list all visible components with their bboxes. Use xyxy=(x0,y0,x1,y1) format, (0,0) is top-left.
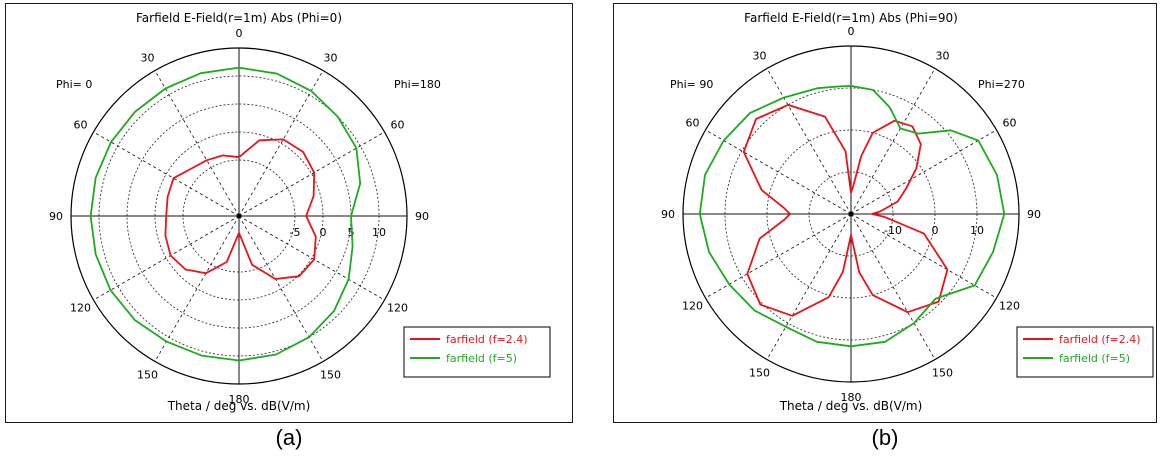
radial-tick-label: 10 xyxy=(372,226,386,239)
radial-tick-label: -5 xyxy=(290,226,301,239)
legend-label-1: farfield (f=5) xyxy=(1059,352,1130,365)
angle-tick-label: 90 xyxy=(415,210,429,223)
grid-spoke xyxy=(850,213,936,360)
angle-tick-label: 90 xyxy=(661,208,675,221)
legend-label-1: farfield (f=5) xyxy=(446,352,517,365)
center-point xyxy=(236,213,242,219)
caption-a: (a) xyxy=(275,425,303,450)
grid-spoke xyxy=(766,213,852,360)
angle-tick-label: 150 xyxy=(320,368,341,381)
angle-tick-label: 150 xyxy=(749,366,770,379)
angle-tick-label: 30 xyxy=(324,52,338,65)
angle-tick-label: 30 xyxy=(936,50,950,63)
grid-spoke xyxy=(705,129,852,215)
series-trace-0 xyxy=(164,138,317,280)
angle-tick-label: 180 xyxy=(229,393,250,406)
angle-tick-label: 120 xyxy=(387,302,408,315)
x-axis-label: Theta / deg vs. dB(V/m) xyxy=(167,399,311,413)
grid-spoke xyxy=(238,131,385,217)
angle-tick-label: 60 xyxy=(390,119,404,132)
grid-spoke xyxy=(238,70,324,217)
grid-spoke xyxy=(850,129,997,215)
legend-label-0: farfield (f=2.4) xyxy=(1059,333,1141,346)
chart-title: Farfield E-Field(r=1m) Abs (Phi=90) xyxy=(744,11,958,25)
polar-plot-svg-b: Farfield E-Field(r=1m) Abs (Phi=90) Theta… xyxy=(661,11,1154,413)
phi-right-label: Phi=180 xyxy=(394,78,441,91)
grid-spoke xyxy=(238,215,385,301)
angle-tick-label: 0 xyxy=(236,27,243,40)
polar-chart-a: Farfield E-Field(r=1m) Abs (Phi=0) Theta … xyxy=(5,3,573,423)
angle-tick-label: 30 xyxy=(141,52,155,65)
legend-box xyxy=(403,326,551,378)
polar-chart-b: Farfield E-Field(r=1m) Abs (Phi=90) Theta… xyxy=(613,3,1157,423)
grid-spoke xyxy=(93,215,240,301)
phi-left-label: Phi= 0 xyxy=(56,78,92,91)
caption-b: (b) xyxy=(871,425,899,450)
grid-spoke xyxy=(154,70,240,217)
angle-tick-label: 120 xyxy=(70,302,91,315)
grid-spoke xyxy=(154,215,240,362)
polar-plot-svg-a: Farfield E-Field(r=1m) Abs (Phi=0) Theta … xyxy=(49,11,551,413)
radial-tick-label: 0 xyxy=(320,226,327,239)
legend-label-0: farfield (f=2.4) xyxy=(446,333,528,346)
radial-tick-label: -10 xyxy=(884,224,902,237)
angle-tick-label: 0 xyxy=(848,25,855,38)
angle-tick-label: 60 xyxy=(1002,117,1016,130)
series-trace-0 xyxy=(742,104,949,317)
x-axis-label: Theta / deg vs. dB(V/m) xyxy=(779,399,923,413)
grid-spoke xyxy=(705,213,852,299)
grid-spoke xyxy=(766,68,852,215)
angle-tick-label: 90 xyxy=(49,210,63,223)
center-point xyxy=(848,211,854,217)
legend-box xyxy=(1016,326,1154,378)
angle-tick-label: 120 xyxy=(999,300,1020,313)
angle-tick-label: 150 xyxy=(932,366,953,379)
angle-tick-label: 60 xyxy=(686,117,700,130)
angle-tick-label: 60 xyxy=(74,119,88,132)
grid-spoke xyxy=(850,213,997,299)
radial-tick-label: 0 xyxy=(932,224,939,237)
angle-tick-label: 150 xyxy=(137,368,158,381)
angle-tick-label: 120 xyxy=(682,300,703,313)
angle-tick-label: 30 xyxy=(753,50,767,63)
angle-tick-label: 90 xyxy=(1027,208,1041,221)
phi-right-label: Phi=270 xyxy=(978,78,1025,91)
grid-spoke xyxy=(850,68,936,215)
series-trace-1 xyxy=(89,66,362,362)
grid-spoke xyxy=(238,215,324,362)
chart-title: Farfield E-Field(r=1m) Abs (Phi=0) xyxy=(136,11,342,25)
radial-tick-label: 10 xyxy=(970,224,984,237)
grid-spoke xyxy=(93,131,240,217)
series-trace-1 xyxy=(698,85,1006,348)
angle-tick-label: 180 xyxy=(841,391,862,404)
phi-left-label: Phi= 90 xyxy=(670,78,713,91)
